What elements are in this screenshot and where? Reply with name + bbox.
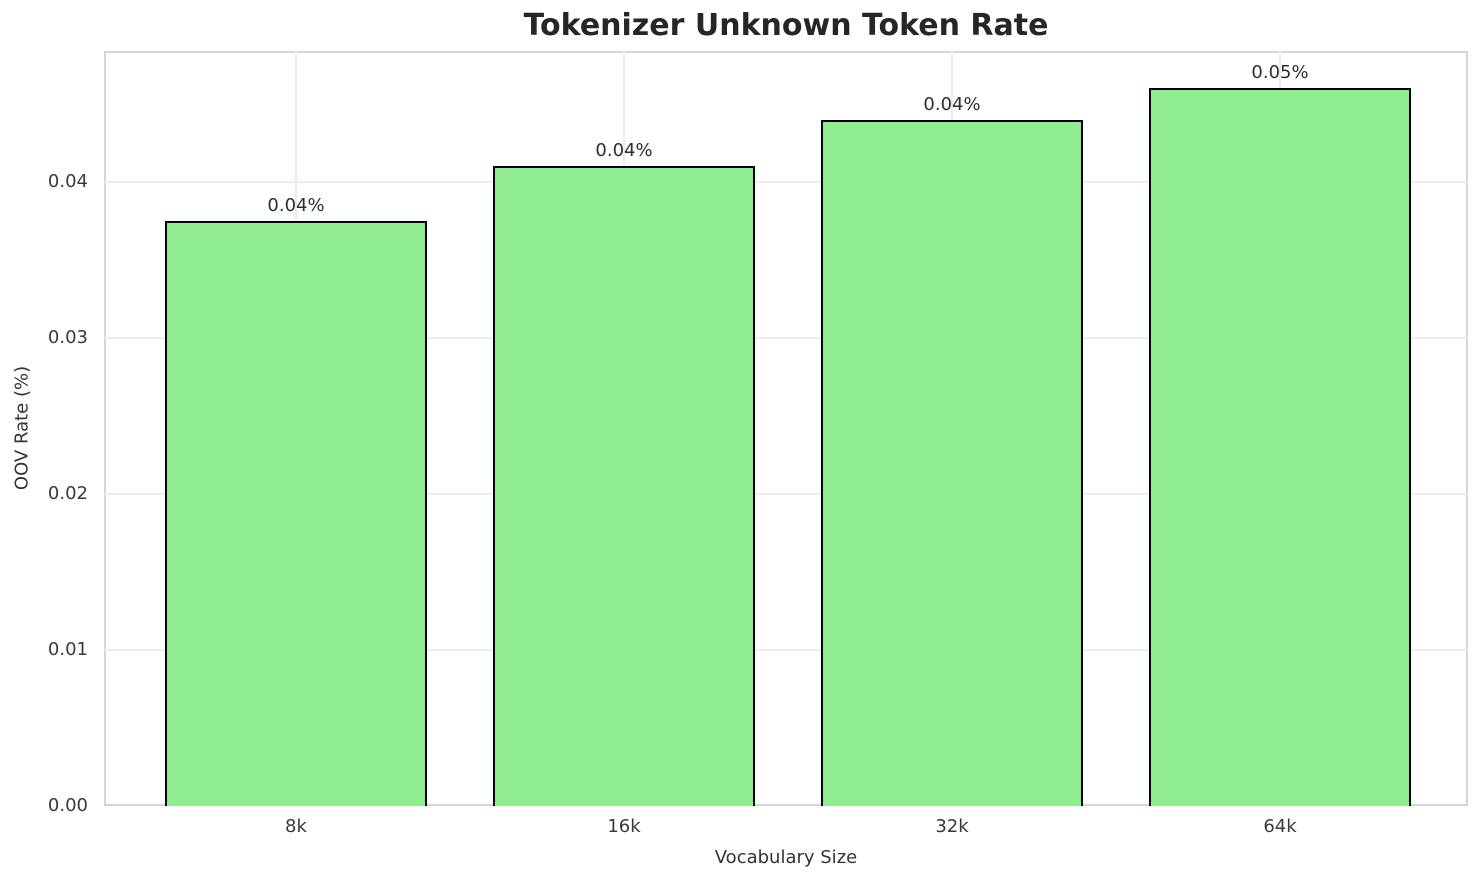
bar-8k — [165, 221, 427, 806]
bar-64k — [1149, 88, 1411, 806]
y-gridline-0.01 — [104, 649, 1468, 651]
x-tick-label-32k: 32k — [935, 816, 969, 837]
y-tick-label-0.02: 0.02 — [47, 483, 88, 505]
bar-32k — [821, 119, 1083, 806]
bar-value-label-8k: 0.04% — [267, 195, 325, 217]
y-gridline-0.02 — [104, 493, 1468, 496]
y-tick-label-0.04: 0.04 — [47, 171, 88, 193]
x-tick-label-64k: 64k — [1263, 816, 1297, 837]
x-axis-label: Vocabulary Size — [714, 847, 858, 868]
bar-value-label-64k: 0.05% — [1251, 62, 1309, 84]
bar-16k — [493, 166, 755, 806]
chart-title: Tokenizer Unknown Token Rate — [523, 8, 1049, 43]
y-tick-label-0.03: 0.03 — [47, 327, 88, 349]
y-gridline-0.03 — [104, 337, 1468, 340]
bar-value-label-32k: 0.04% — [923, 93, 981, 115]
y-tick-label-0.01: 0.01 — [47, 639, 88, 660]
y-tick-label-0.00: 0.00 — [47, 795, 88, 816]
y-axis-label: OOV Rate (%) — [11, 365, 33, 491]
plot-area: 0.04% 0.04% 0.04% 0.05% — [104, 51, 1468, 806]
x-tick-label-16k: 16k — [607, 816, 641, 837]
x-tick-label-8k: 8k — [285, 816, 307, 837]
bar-value-label-16k: 0.04% — [595, 140, 653, 162]
y-gridline-0.04 — [104, 181, 1468, 184]
